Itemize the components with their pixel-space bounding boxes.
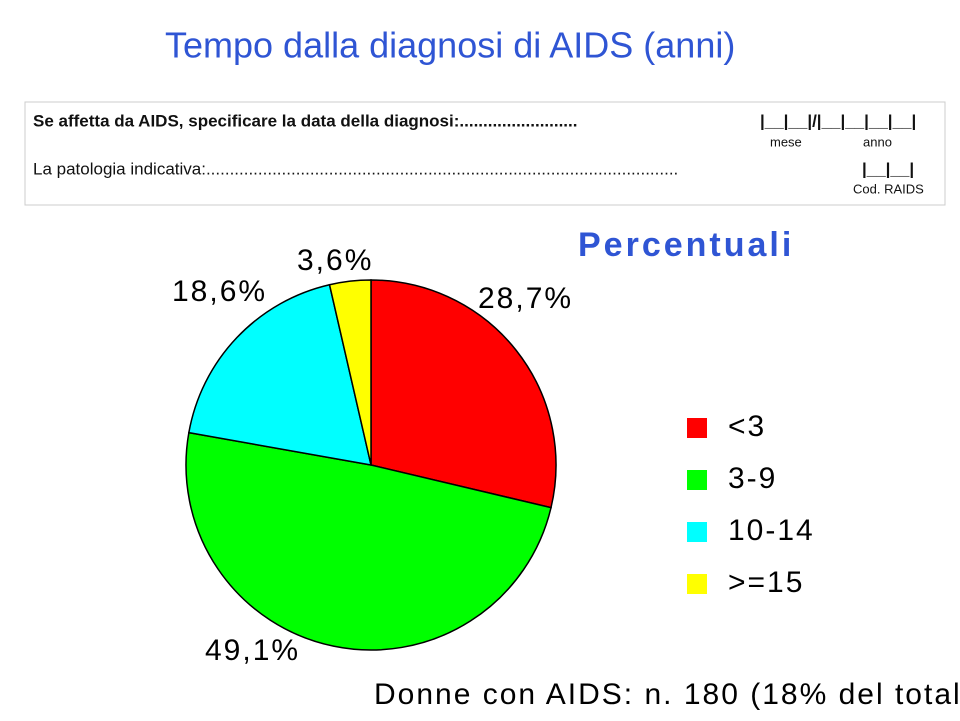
subtitle: Percentuali [578, 226, 794, 264]
legend: <3 3-9 10-14 >=15 [687, 410, 815, 599]
data-label: 49,1% [205, 634, 300, 667]
legend-swatch [687, 470, 707, 490]
pie-slice [370, 279, 557, 509]
pie: 28,7% 49,1% 18,6% 3,6% [172, 244, 573, 667]
pie-slice [328, 279, 372, 466]
form-line: La patologia indicativa:................… [33, 159, 678, 178]
title: Tempo dalla diagnosi di AIDS (anni) [165, 25, 735, 66]
form-boxes: |__|__| [862, 159, 914, 178]
legend-label: 10-14 [728, 514, 815, 547]
form-label: anno [863, 134, 892, 149]
pie-slice [185, 431, 552, 651]
legend-swatch [687, 522, 707, 542]
footnote: Donne con AIDS: n. 180 (18% del totale) [374, 678, 960, 711]
form-boxes: |__|__|/|__|__|__|__| [760, 111, 916, 130]
legend-swatch [687, 574, 707, 594]
form-line: Se affetta da AIDS, specificare la data … [33, 111, 577, 130]
data-label: 28,7% [478, 282, 573, 315]
data-label: 3,6% [297, 244, 373, 277]
legend-label: <3 [728, 410, 766, 443]
legend-label: 3-9 [728, 462, 777, 495]
legend-swatch [687, 418, 707, 438]
form-label: mese [770, 134, 802, 149]
pie-slice [187, 283, 372, 466]
data-label: 18,6% [172, 275, 267, 308]
legend-label: >=15 [728, 566, 804, 599]
form-label: Cod. RAIDS [853, 181, 924, 196]
form-panel [24, 101, 946, 206]
